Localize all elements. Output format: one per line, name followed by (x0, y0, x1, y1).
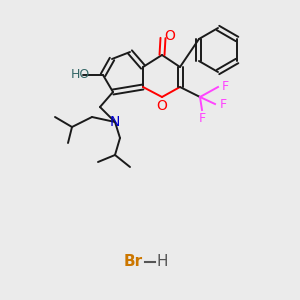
Text: Br: Br (123, 254, 142, 269)
Text: F: F (198, 112, 206, 124)
Text: H: H (156, 254, 168, 269)
Text: O: O (165, 29, 176, 43)
Text: F: F (221, 80, 229, 94)
Text: N: N (110, 115, 120, 129)
Text: F: F (219, 98, 226, 110)
Text: HO: HO (70, 68, 90, 82)
Text: O: O (157, 99, 167, 113)
